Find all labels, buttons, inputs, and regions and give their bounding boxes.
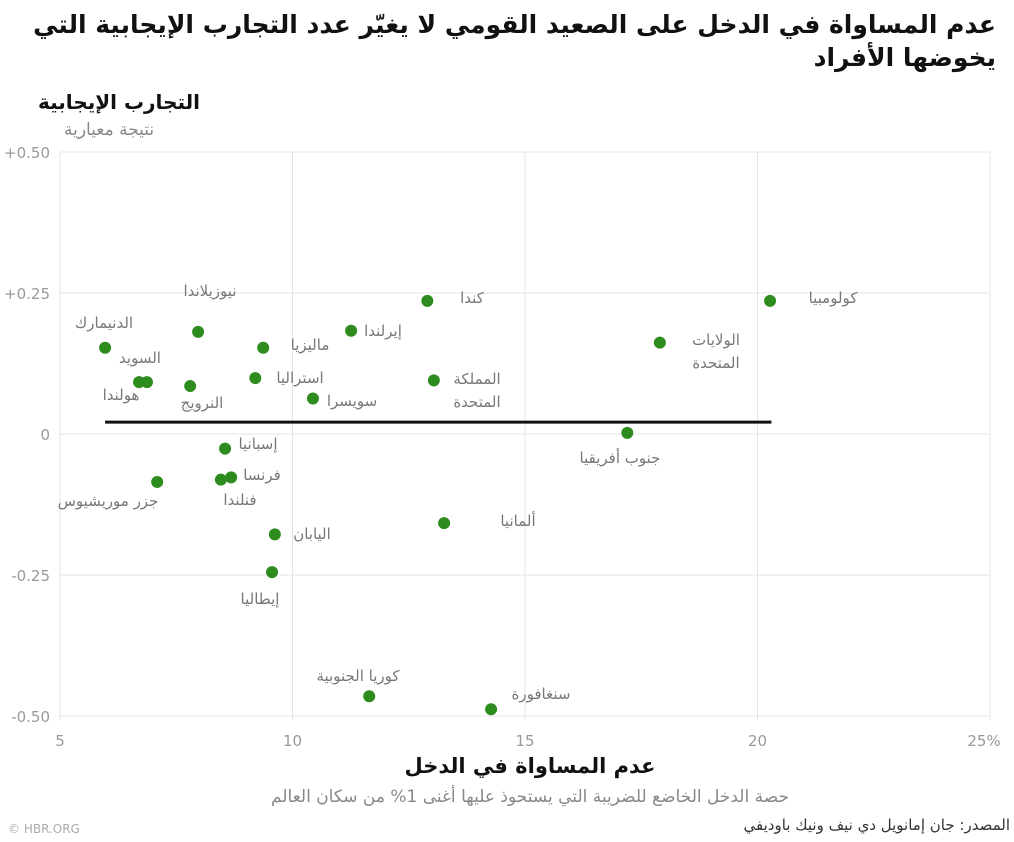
point-label: إسبانيا [238, 435, 277, 453]
data-point [306, 392, 319, 405]
data-point [421, 294, 434, 307]
point-label: نيوزيلاندا [183, 282, 236, 300]
x-tick-label: 15 [515, 732, 534, 750]
data-point [249, 372, 262, 385]
data-point [268, 528, 281, 541]
point-label: اليابان [293, 525, 331, 543]
point-label: إيطاليا [241, 590, 280, 608]
x-axis-title: عدم المساواة في الدخل [404, 754, 656, 778]
data-point [653, 336, 666, 349]
point-label: الولايات [692, 331, 740, 349]
data-point [151, 475, 164, 488]
point-label: الدنيمارك [75, 314, 133, 332]
point-label: فرنسا [243, 466, 281, 484]
source-note: المصدر: جان إمانويل دي نيف ونيك باوديفي [743, 816, 1010, 834]
point-label: جنوب أفريقيا [580, 448, 661, 467]
data-point [214, 473, 227, 486]
x-tick-label: 5 [55, 732, 65, 750]
data-point [225, 471, 238, 484]
y-tick-label: -0.50 [11, 708, 50, 726]
data-point [345, 324, 358, 337]
y-tick-label: +0.25 [4, 285, 50, 303]
point-label: كوريا الجنوبية [316, 667, 400, 685]
data-point [438, 517, 451, 530]
data-point [621, 426, 634, 439]
x-tick-label: 10 [283, 732, 302, 750]
data-point [257, 341, 270, 354]
point-label: المملكة [453, 370, 500, 388]
y-tick-label: -0.25 [11, 567, 50, 585]
x-axis-subtitle: حصة الدخل الخاضع للضريبة التي يستحوذ علي… [271, 787, 789, 807]
data-point [363, 690, 376, 703]
data-point [427, 374, 440, 387]
point-label: سنغافورة [512, 685, 571, 703]
point-label: السويد [119, 349, 161, 367]
point-label: المتحدة [692, 354, 739, 372]
point-label: فنلندا [223, 491, 256, 509]
point-label: هولندا [103, 386, 140, 404]
point-label: إيرلندا [364, 322, 402, 340]
point-label: النرويج [181, 394, 224, 412]
data-point [266, 566, 279, 579]
data-point [485, 703, 498, 716]
data-point [219, 442, 232, 455]
y-axis-title: التجارب الإيجابية [38, 90, 201, 114]
point-label: كندا [460, 289, 485, 307]
hbr-credit: © HBR.ORG [8, 822, 80, 836]
y-axis-subtitle: نتيجة معيارية [64, 120, 155, 140]
point-label: المتحدة [453, 393, 500, 411]
point-label: كولومبيا [809, 289, 859, 307]
data-point [764, 294, 777, 307]
data-point [133, 376, 146, 389]
data-point [99, 341, 112, 354]
point-label: سويسرا [327, 392, 377, 410]
point-label: ألمانيا [500, 511, 535, 530]
data-point [192, 325, 205, 338]
y-tick-label: +0.50 [4, 144, 50, 162]
point-label: استراليا [276, 369, 323, 387]
data-point [184, 380, 197, 393]
x-tick-label: 25% [967, 732, 1000, 750]
point-label: ماليزيا [291, 336, 330, 354]
chart-title: عدم المساواة في الدخل على الصعيد القومي … [33, 10, 996, 72]
x-tick-label: 20 [748, 732, 767, 750]
point-label: جزر موريشيوس [58, 492, 159, 510]
y-tick-label: 0 [40, 426, 50, 444]
